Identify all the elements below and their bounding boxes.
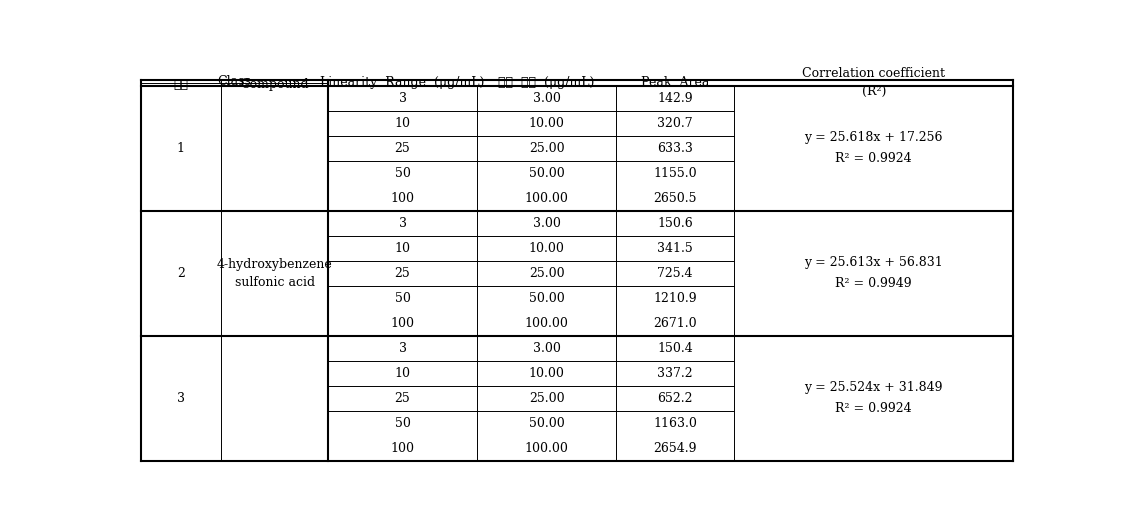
Text: Class: Class <box>217 75 251 88</box>
Text: Peak  Area: Peak Area <box>641 76 709 89</box>
Text: 1155.0: 1155.0 <box>653 167 697 180</box>
Text: 10.00: 10.00 <box>528 117 564 130</box>
Text: 2671.0: 2671.0 <box>653 317 697 330</box>
Text: 10.00: 10.00 <box>528 367 564 380</box>
Text: Compound: Compound <box>240 78 309 91</box>
Text: 4-hydroxybenzene
sulfonic acid: 4-hydroxybenzene sulfonic acid <box>217 258 332 289</box>
Text: 100.00: 100.00 <box>525 317 569 330</box>
Text: 1210.9: 1210.9 <box>653 291 697 305</box>
Text: 2: 2 <box>177 267 185 280</box>
Text: 652.2: 652.2 <box>658 391 692 405</box>
Text: 2650.5: 2650.5 <box>653 191 697 205</box>
Text: 3: 3 <box>399 342 406 354</box>
Text: 100: 100 <box>391 317 414 330</box>
Text: 2654.9: 2654.9 <box>653 442 697 454</box>
Text: 3.00: 3.00 <box>533 217 561 230</box>
Text: 10: 10 <box>394 117 411 130</box>
Text: 1163.0: 1163.0 <box>653 417 697 430</box>
Text: y = 25.618x + 17.256
R² = 0.9924: y = 25.618x + 17.256 R² = 0.9924 <box>804 131 944 165</box>
Text: y = 25.613x + 56.831
R² = 0.9949: y = 25.613x + 56.831 R² = 0.9949 <box>804 256 944 290</box>
Text: 10: 10 <box>394 367 411 380</box>
Text: 25: 25 <box>395 142 410 155</box>
Text: 50.00: 50.00 <box>529 417 564 430</box>
Text: 10.00: 10.00 <box>528 242 564 254</box>
Text: 3: 3 <box>177 391 185 405</box>
Text: 725.4: 725.4 <box>658 267 692 280</box>
Text: Linearity  Range  (μg/mL): Linearity Range (μg/mL) <box>321 76 484 89</box>
Text: 보정  농도  (μg/mL): 보정 농도 (μg/mL) <box>499 76 595 89</box>
Text: 337.2: 337.2 <box>658 367 694 380</box>
Text: 100.00: 100.00 <box>525 442 569 454</box>
Text: 150.6: 150.6 <box>658 217 694 230</box>
Text: 50.00: 50.00 <box>529 291 564 305</box>
Text: 50: 50 <box>394 417 411 430</box>
Text: 320.7: 320.7 <box>658 117 694 130</box>
Text: 633.3: 633.3 <box>658 142 694 155</box>
Text: 50: 50 <box>394 291 411 305</box>
Text: 25.00: 25.00 <box>529 391 564 405</box>
Text: 50.00: 50.00 <box>529 167 564 180</box>
Text: 25: 25 <box>395 267 410 280</box>
Text: 25: 25 <box>395 391 410 405</box>
Text: 3.00: 3.00 <box>533 342 561 354</box>
Text: Correlation coefficient
(R²): Correlation coefficient (R²) <box>803 67 945 98</box>
Text: 142.9: 142.9 <box>658 92 694 105</box>
Text: 1: 1 <box>177 142 185 155</box>
Text: 25.00: 25.00 <box>529 267 564 280</box>
Text: 100.00: 100.00 <box>525 191 569 205</box>
Text: 25.00: 25.00 <box>529 142 564 155</box>
Text: y = 25.524x + 31.849
R² = 0.9924: y = 25.524x + 31.849 R² = 0.9924 <box>804 381 944 415</box>
Text: 3: 3 <box>399 92 406 105</box>
Text: 100: 100 <box>391 191 414 205</box>
Text: 10: 10 <box>394 242 411 254</box>
Text: 150.4: 150.4 <box>658 342 694 354</box>
Text: 341.5: 341.5 <box>658 242 694 254</box>
Text: 3.00: 3.00 <box>533 92 561 105</box>
Text: 50: 50 <box>394 167 411 180</box>
Text: 3: 3 <box>399 217 406 230</box>
Text: 100: 100 <box>391 442 414 454</box>
Text: 횟수: 횟수 <box>173 78 188 91</box>
